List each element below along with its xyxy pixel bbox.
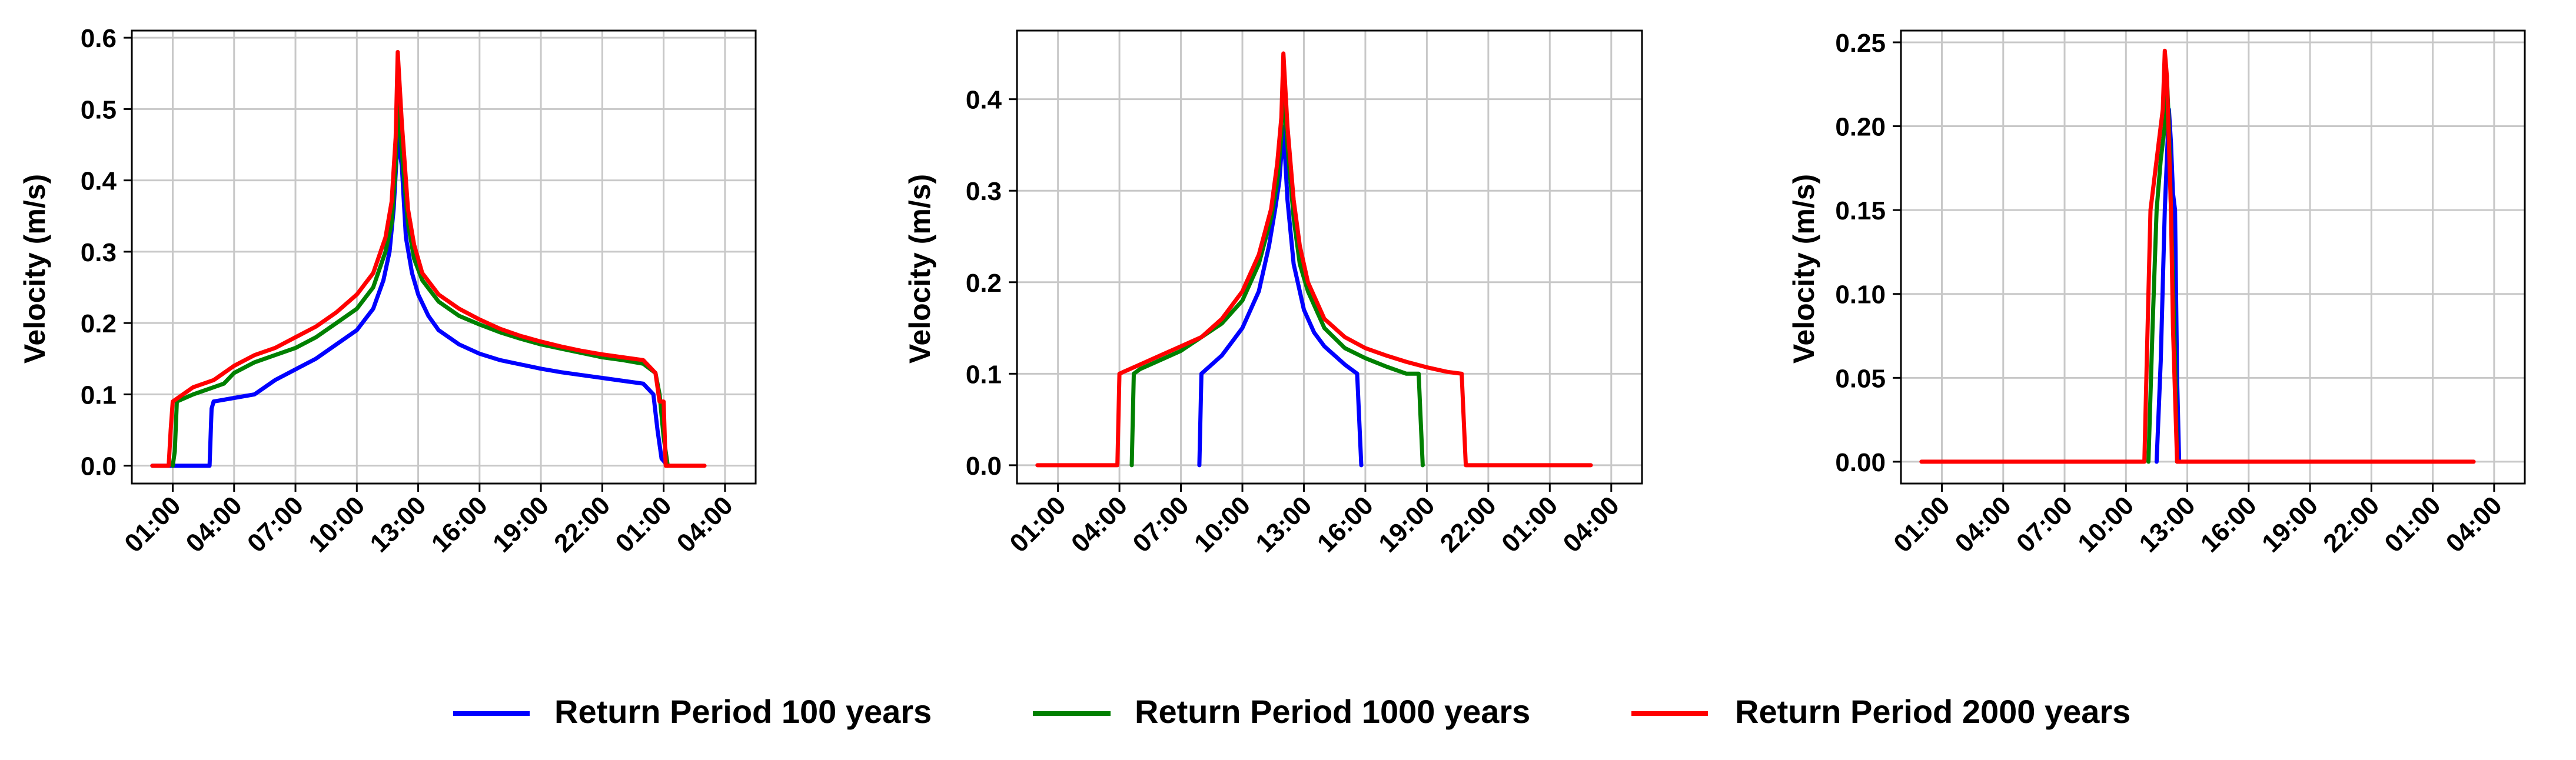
x-tick-label: 19:00: [2256, 491, 2324, 558]
chart-panel-1: 0.00.10.20.30.40.50.601:0004:0007:0010:0…: [18, 24, 757, 558]
axes-frame: [131, 29, 757, 485]
x-tick-label: 13:00: [2133, 491, 2201, 558]
series-line-3: [1035, 51, 1593, 468]
x-tick-label: 01:00: [1496, 491, 1563, 558]
x-tick-label: 19:00: [487, 491, 554, 558]
y-tick-label: 0.5: [81, 95, 117, 124]
y-tick-label: 0.15: [1835, 196, 1886, 225]
chart-panel-2: 0.00.10.20.30.401:0004:0007:0010:0013:00…: [903, 29, 1643, 558]
x-tick-label: 22:00: [549, 491, 616, 558]
x-tick-label: 22:00: [2318, 491, 2385, 558]
x-tick-label: 01:00: [2379, 491, 2446, 558]
y-tick-label: 0.1: [966, 360, 1002, 389]
y-tick-label: 0.05: [1835, 364, 1886, 393]
series-line-3: [150, 49, 707, 468]
y-tick-label: 0.2: [966, 269, 1002, 298]
series-line-1: [150, 135, 670, 468]
x-tick-label: 22:00: [1435, 491, 1502, 558]
y-tick-label: 0.20: [1835, 113, 1886, 142]
y-tick-label: 0.0: [966, 452, 1002, 481]
y-axis-title: Velocity (m/s): [18, 174, 51, 364]
series-line-3: [1919, 48, 2476, 464]
axes-frame: [1900, 29, 2526, 485]
x-tick-label: 10:00: [303, 491, 370, 558]
y-tick-label: 0.25: [1835, 29, 1886, 58]
x-tick-label: 13:00: [364, 491, 431, 558]
legend-label: Return Period 100 years: [554, 693, 932, 730]
axes-frame: [1016, 29, 1643, 485]
legend-item-1: Return Period 100 years: [453, 693, 932, 730]
x-tick-label: 01:00: [1004, 491, 1071, 558]
y-tick-label: 0.3: [81, 238, 117, 267]
legend-item-2: Return Period 1000 years: [1033, 693, 1530, 730]
x-tick-label: 16:00: [1312, 491, 1379, 558]
x-tick-label: 07:00: [242, 491, 309, 558]
y-tick-label: 0.4: [966, 86, 1002, 115]
x-tick-label: 04:00: [672, 491, 739, 558]
y-tick-label: 0.6: [81, 24, 117, 53]
x-tick-label: 13:00: [1250, 491, 1317, 558]
chart-panel-3: 0.000.050.100.150.200.2501:0004:0007:001…: [1787, 29, 2526, 558]
legend-item-3: Return Period 2000 years: [1631, 693, 2130, 730]
x-tick-label: 04:00: [1558, 491, 1625, 558]
y-axis-title: Velocity (m/s): [903, 174, 936, 364]
y-tick-label: 0.0: [81, 452, 117, 481]
y-tick-label: 0.2: [81, 309, 117, 338]
x-tick-label: 04:00: [2441, 491, 2508, 558]
x-tick-label: 04:00: [1066, 491, 1133, 558]
series-line-2: [171, 92, 670, 468]
y-tick-label: 0.3: [966, 177, 1002, 206]
y-tick-label: 0.1: [81, 381, 117, 409]
x-tick-label: 19:00: [1373, 491, 1440, 558]
x-tick-label: 01:00: [610, 491, 677, 558]
series-line-2: [1129, 79, 1425, 468]
legend: Return Period 100 years Return Period 100…: [453, 693, 2130, 730]
series-line-1: [1197, 124, 1364, 468]
x-tick-label: 07:00: [2011, 491, 2078, 558]
x-tick-label: 10:00: [1189, 491, 1256, 558]
x-tick-label: 04:00: [1950, 491, 2017, 558]
x-tick-label: 04:00: [181, 491, 248, 558]
y-tick-label: 0.4: [81, 167, 117, 196]
x-tick-label: 16:00: [426, 491, 493, 558]
x-tick-label: 10:00: [2072, 491, 2139, 558]
x-tick-label: 01:00: [119, 491, 186, 558]
x-tick-label: 01:00: [1888, 491, 1955, 558]
y-tick-label: 0.00: [1835, 448, 1886, 477]
y-tick-label: 0.10: [1835, 281, 1886, 309]
x-tick-label: 07:00: [1127, 491, 1194, 558]
legend-label: Return Period 2000 years: [1735, 693, 2130, 730]
y-axis-title: Velocity (m/s): [1787, 174, 1820, 364]
legend-label: Return Period 1000 years: [1135, 693, 1530, 730]
x-tick-label: 16:00: [2195, 491, 2262, 558]
